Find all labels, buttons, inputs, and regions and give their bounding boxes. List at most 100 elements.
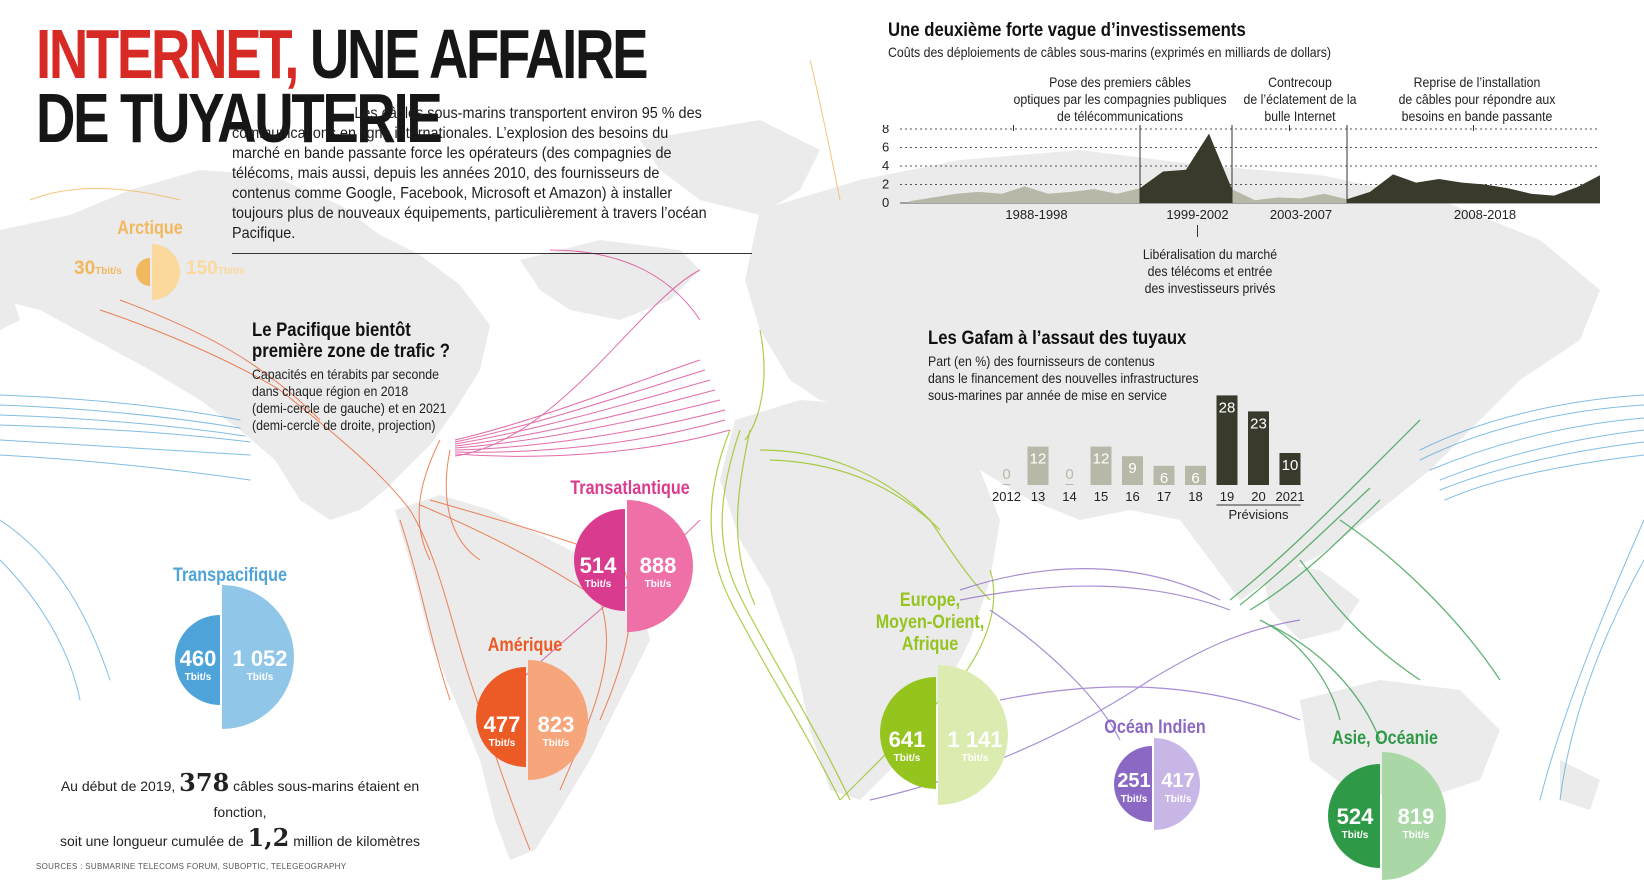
annotation-bubble: Contrecoup de l’éclatement de la bulle I… (1243, 74, 1357, 124)
investment-area-chart: 8 6 4 2 0 1988-1998 1999-2002 2003-2007 2008-20… (882, 125, 1600, 237)
gafam-chart-header: Les Gafam à l’assaut des tuyaux Part (en… (928, 328, 1235, 404)
half-circles-arctique (136, 244, 180, 300)
period-label: 1999-2002 (1166, 207, 1228, 222)
half-circles-emea (880, 665, 1008, 805)
title-part-1: INTERNET, (36, 15, 299, 93)
intro-divider (232, 253, 752, 254)
gafam-category-label: 14 (1062, 489, 1076, 504)
gafam-category-label: 18 (1188, 489, 1202, 504)
half-circle-2021-asie-oceanie (1382, 752, 1446, 880)
gafam-bar-value: 0 (1002, 466, 1010, 483)
transatlantique-value-2018: 514 (579, 553, 617, 578)
cable-length: 1,2 (247, 823, 290, 852)
transpacifique-unit-2021: Tbit/s (246, 672, 274, 683)
region-name-arctique: Arctique (117, 218, 183, 239)
y-tick-label: 4 (882, 158, 889, 173)
gafam-category-label: 15 (1094, 489, 1108, 504)
pacific-title-1: Le Pacifique bientôt (252, 320, 411, 341)
transatlantique-value-2021: 888 (639, 553, 677, 578)
amerique-value-2018: 477 (483, 712, 521, 737)
cables-transpacific (0, 394, 1644, 801)
annotation-liberalisation: Libéralisation du marché des télécoms et… (1142, 246, 1278, 296)
gafam-bar-value: 12 (1030, 451, 1047, 468)
gafam-bar (1216, 395, 1238, 485)
gafam-categories: 2012 13 14 15 16 17 18 19 20 2021 (992, 489, 1304, 504)
half-circles-asie-oceanie (1328, 752, 1446, 880)
main-title: INTERNET, UNE AFFAIRE DE TUYAUTERIE (36, 19, 818, 157)
emea-name-2: Moyen-Orient, (875, 612, 985, 633)
gafam-bar-value: 10 (1282, 457, 1299, 474)
asie-oceanie-unit-2021: Tbit/s (1402, 830, 1430, 841)
gafam-bar-value: 12 (1093, 451, 1110, 468)
cable-count: 378 (179, 768, 230, 797)
emea-value-2018: 641 (888, 727, 926, 752)
gafam-bars (1002, 395, 1301, 485)
gafam-category-label: 20 (1251, 489, 1265, 504)
half-circles-transpacifique (175, 585, 294, 729)
transpacifique-unit-2018: Tbit/s (184, 672, 212, 683)
pacific-sub-2: dans chaque région en 2018 (252, 383, 409, 399)
half-circles-ocean-indien (1114, 738, 1200, 830)
half-circle-2018-transpacifique (175, 615, 220, 705)
emea-value-2021: 1 141 (947, 727, 1003, 752)
amerique-unit-2018: Tbit/s (488, 738, 516, 749)
gafam-sub-2: dans le financement des nouvelles infras… (928, 370, 1199, 386)
y-tick-label: 0 (882, 195, 889, 210)
gafam-bar (1090, 446, 1112, 485)
emea-unit-2021: Tbit/s (961, 753, 989, 764)
pacific-title-2: première zone de trafic ? (252, 341, 450, 362)
bottom-note-line-1: Au début de 2019, 378 câbles sous-marins… (60, 768, 420, 821)
annotation-first-cables: Pose des premiers câbles optiques par le… (1013, 74, 1227, 124)
pacific-sub-4: (demi-cercle de droite, projection) (252, 417, 436, 433)
amerique-unit-2021: Tbit/s (542, 738, 570, 749)
pacific-sub-3: (demi-cercle de gauche) et en 2021 (252, 400, 447, 416)
cables-arctic (29, 59, 841, 201)
region-name-ocean-indien: Océan Indien (1104, 717, 1206, 738)
region-name-transpacifique: Transpacifique (172, 565, 287, 586)
arctique-value-2018: 30Tbit/s (74, 258, 122, 279)
y-tick-label: 8 (882, 125, 889, 136)
transpacifique-value-2018: 460 (179, 646, 217, 671)
intro-text: Les câbles sous-marins transportent envi… (232, 105, 707, 242)
gafam-bar (1002, 484, 1011, 485)
half-circle-2018-arctique (136, 258, 150, 286)
investment-y-ticks: 8 6 4 2 0 (882, 125, 889, 210)
transatlantique-unit-2018: Tbit/s (584, 579, 612, 590)
transpacifique-value-2021: 1 052 (232, 646, 288, 671)
investment-chart-header: Une deuxième forte vague d’investissemen… (888, 20, 1391, 61)
gafam-bar (1248, 411, 1269, 485)
title-line-2: DE TUYAUTERIE (36, 79, 443, 157)
region-name-asie-oceanie: Asie, Océanie (1332, 728, 1438, 749)
asie-oceanie-unit-2018: Tbit/s (1341, 830, 1369, 841)
transatlantique-unit-2021: Tbit/s (644, 579, 672, 590)
cables-asia-oceania (1229, 419, 1501, 741)
gafam-bar (1185, 465, 1206, 485)
half-circle-2018-ocean-indien (1114, 746, 1152, 822)
investment-period-labels: 1988-1998 1999-2002 2003-2007 2008-2018 (1005, 207, 1516, 222)
gafam-bar-chart: 0 12 0 12 9 6 6 28 23 10 2012 13 14 15 16 17 18 19 20 2021… (992, 395, 1304, 522)
emea-name-3: Afrique (901, 634, 959, 655)
investment-marks (1013, 125, 1474, 237)
gafam-category-label: 19 (1220, 489, 1234, 504)
region-name-transatlantique: Transatlantique (570, 478, 690, 499)
title-line-1: INTERNET, UNE AFFAIRE (36, 19, 648, 89)
gafam-bar-value: 6 (1160, 470, 1168, 487)
half-circles-amerique (476, 660, 588, 780)
pacific-block: Le Pacifique bientôt première zone de tr… (252, 320, 477, 434)
gafam-bar (1279, 453, 1301, 485)
gafam-category-label: 17 (1157, 489, 1171, 504)
cables-transatlantic (454, 249, 731, 701)
bottom-note-line-2: soit une longueur cumulée de 1,2 million… (59, 823, 421, 852)
half-circle-2018-asie-oceanie (1328, 764, 1380, 868)
title-part-2: UNE AFFAIRE (297, 15, 649, 93)
gafam-bar-value: 0 (1065, 466, 1073, 483)
ocean-indien-unit-2018: Tbit/s (1120, 794, 1148, 805)
pacific-sub-1: Capacités en térabits par seconde (252, 366, 439, 382)
gafam-category-label: 2012 (992, 489, 1021, 504)
gafam-sub-1: Part (en %) des fournisseurs de contenus (928, 353, 1155, 369)
period-label: 2008-2018 (1454, 207, 1516, 222)
intro-block: Les câbles sous-marins transportent envi… (232, 104, 772, 244)
cables-indian-ocean (869, 568, 1301, 801)
annotation-recovery: Reprise de l’installation de câbles pour… (1398, 74, 1556, 124)
gafam-bar-value: 28 (1219, 399, 1236, 416)
